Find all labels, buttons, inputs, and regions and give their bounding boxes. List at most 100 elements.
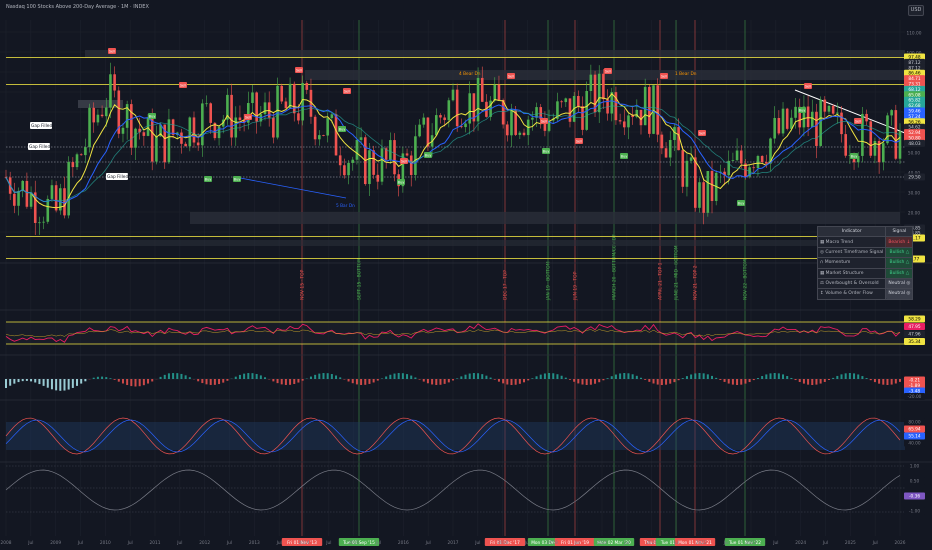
- candle: [597, 73, 601, 113]
- ma-slow-line: [5, 100, 901, 204]
- candle: [677, 127, 680, 151]
- signal-label: Buy: [738, 202, 745, 206]
- signal-badge: [343, 88, 351, 94]
- candle: [372, 150, 375, 175]
- candle: [359, 137, 363, 140]
- stoch-tag-bg: [904, 439, 925, 447]
- macd-bar: [213, 379, 216, 385]
- signal-label: Buy: [425, 154, 432, 158]
- candle: [297, 113, 300, 121]
- signal-label: Sell: [344, 90, 350, 94]
- candle: [464, 123, 467, 128]
- candle: [656, 85, 660, 135]
- candle: [288, 83, 292, 109]
- stoch-band: [6, 422, 905, 450]
- price-tag: 11.17: [908, 236, 921, 242]
- time-axis-label: Jul: [325, 540, 331, 546]
- time-axis-label: Jul: [574, 540, 580, 546]
- cycle-line-label: JAN 19 · BOTTOM: [546, 261, 552, 301]
- macd-bar: [744, 379, 747, 384]
- price-tag: 65.82: [908, 98, 921, 104]
- candle: [781, 108, 785, 134]
- candle: [230, 94, 233, 138]
- candle: [67, 162, 70, 216]
- candle: [422, 117, 426, 125]
- time-axis-label: 2009: [50, 540, 61, 546]
- candle: [769, 138, 772, 164]
- candle: [794, 106, 797, 118]
- macd-bar: [802, 379, 805, 384]
- macd-bar: [886, 379, 889, 385]
- signal-value: Bullish △: [885, 267, 914, 279]
- candle: [209, 103, 213, 123]
- cycle-line-label: APRIL 21 · TOP 1: [658, 262, 664, 300]
- cycle-date-label: Mon 01 Nov '21: [678, 540, 712, 546]
- candle: [242, 120, 246, 123]
- candle: [819, 99, 822, 146]
- zones: Gap Filled Gap Filled Gap Filled 5 Bar Dn 4 …: [6, 50, 911, 259]
- cycle-line-label: NOV 21 · TOP 2: [693, 265, 699, 300]
- candle: [84, 147, 87, 156]
- time-axis-label: Jul: [524, 540, 530, 546]
- candle: [322, 135, 325, 136]
- macd-bar: [272, 379, 275, 382]
- price-tag: 14.85: [908, 226, 921, 232]
- candle: [338, 155, 342, 166]
- candles: [4, 62, 902, 236]
- bar-count-label: 4 Bear Dn: [459, 71, 481, 77]
- macd-bar: [694, 373, 697, 379]
- time-axis-label: Jul: [872, 540, 878, 546]
- macd-bar: [715, 377, 718, 379]
- gap-box: [78, 100, 123, 108]
- candle: [25, 180, 29, 207]
- cycle-date-badge: [674, 538, 716, 546]
- macd-bar: [293, 379, 296, 384]
- candle: [639, 109, 643, 126]
- macd-bar: [414, 377, 417, 379]
- candle: [848, 155, 852, 156]
- candle: [380, 148, 384, 182]
- signal-value: Bullish △: [885, 257, 914, 269]
- macd-bar: [76, 379, 79, 386]
- price-tag: 14.85: [908, 231, 921, 237]
- macd-bar: [614, 374, 617, 379]
- macd-bar: [652, 379, 655, 384]
- signal-badge: [850, 153, 858, 159]
- macd-bar: [723, 379, 726, 382]
- candle: [409, 155, 413, 175]
- currency-button[interactable]: USD: [908, 5, 924, 16]
- macd-bar: [627, 373, 630, 379]
- price-tag: 50.80: [908, 136, 921, 142]
- candle: [330, 114, 334, 119]
- macd-bar: [585, 379, 588, 385]
- macd-bar: [472, 373, 475, 379]
- gap-label: Gap Filled: [31, 123, 52, 129]
- price-tag-bg: [904, 58, 925, 66]
- macd-bar: [610, 376, 613, 379]
- candle: [631, 115, 634, 118]
- macd-bar: [853, 373, 856, 379]
- macd-bar: [105, 377, 108, 379]
- macd-bar: [782, 374, 785, 379]
- macd-bar: [101, 376, 104, 379]
- candle: [618, 120, 622, 122]
- macd-bar: [639, 377, 642, 379]
- macd-bar: [30, 379, 33, 382]
- macd-bar: [284, 379, 287, 385]
- candle: [355, 139, 359, 160]
- price-tag: 86.46: [908, 71, 921, 77]
- candle: [877, 140, 881, 163]
- rsi-tag-bg: [904, 323, 925, 330]
- macd-bar: [222, 379, 225, 383]
- time-axis-label: 2024: [795, 540, 806, 546]
- signal-label: Sell: [109, 50, 115, 54]
- signal-badge: [179, 82, 187, 88]
- candle: [92, 107, 96, 123]
- time-axis-label: Jul: [127, 540, 133, 546]
- signal-label: Sell: [245, 116, 251, 120]
- macd-bar: [497, 379, 500, 382]
- macd-bar: [861, 376, 864, 379]
- rsi-tag: 47.96: [908, 332, 921, 338]
- cycle-date-badge: [593, 538, 635, 546]
